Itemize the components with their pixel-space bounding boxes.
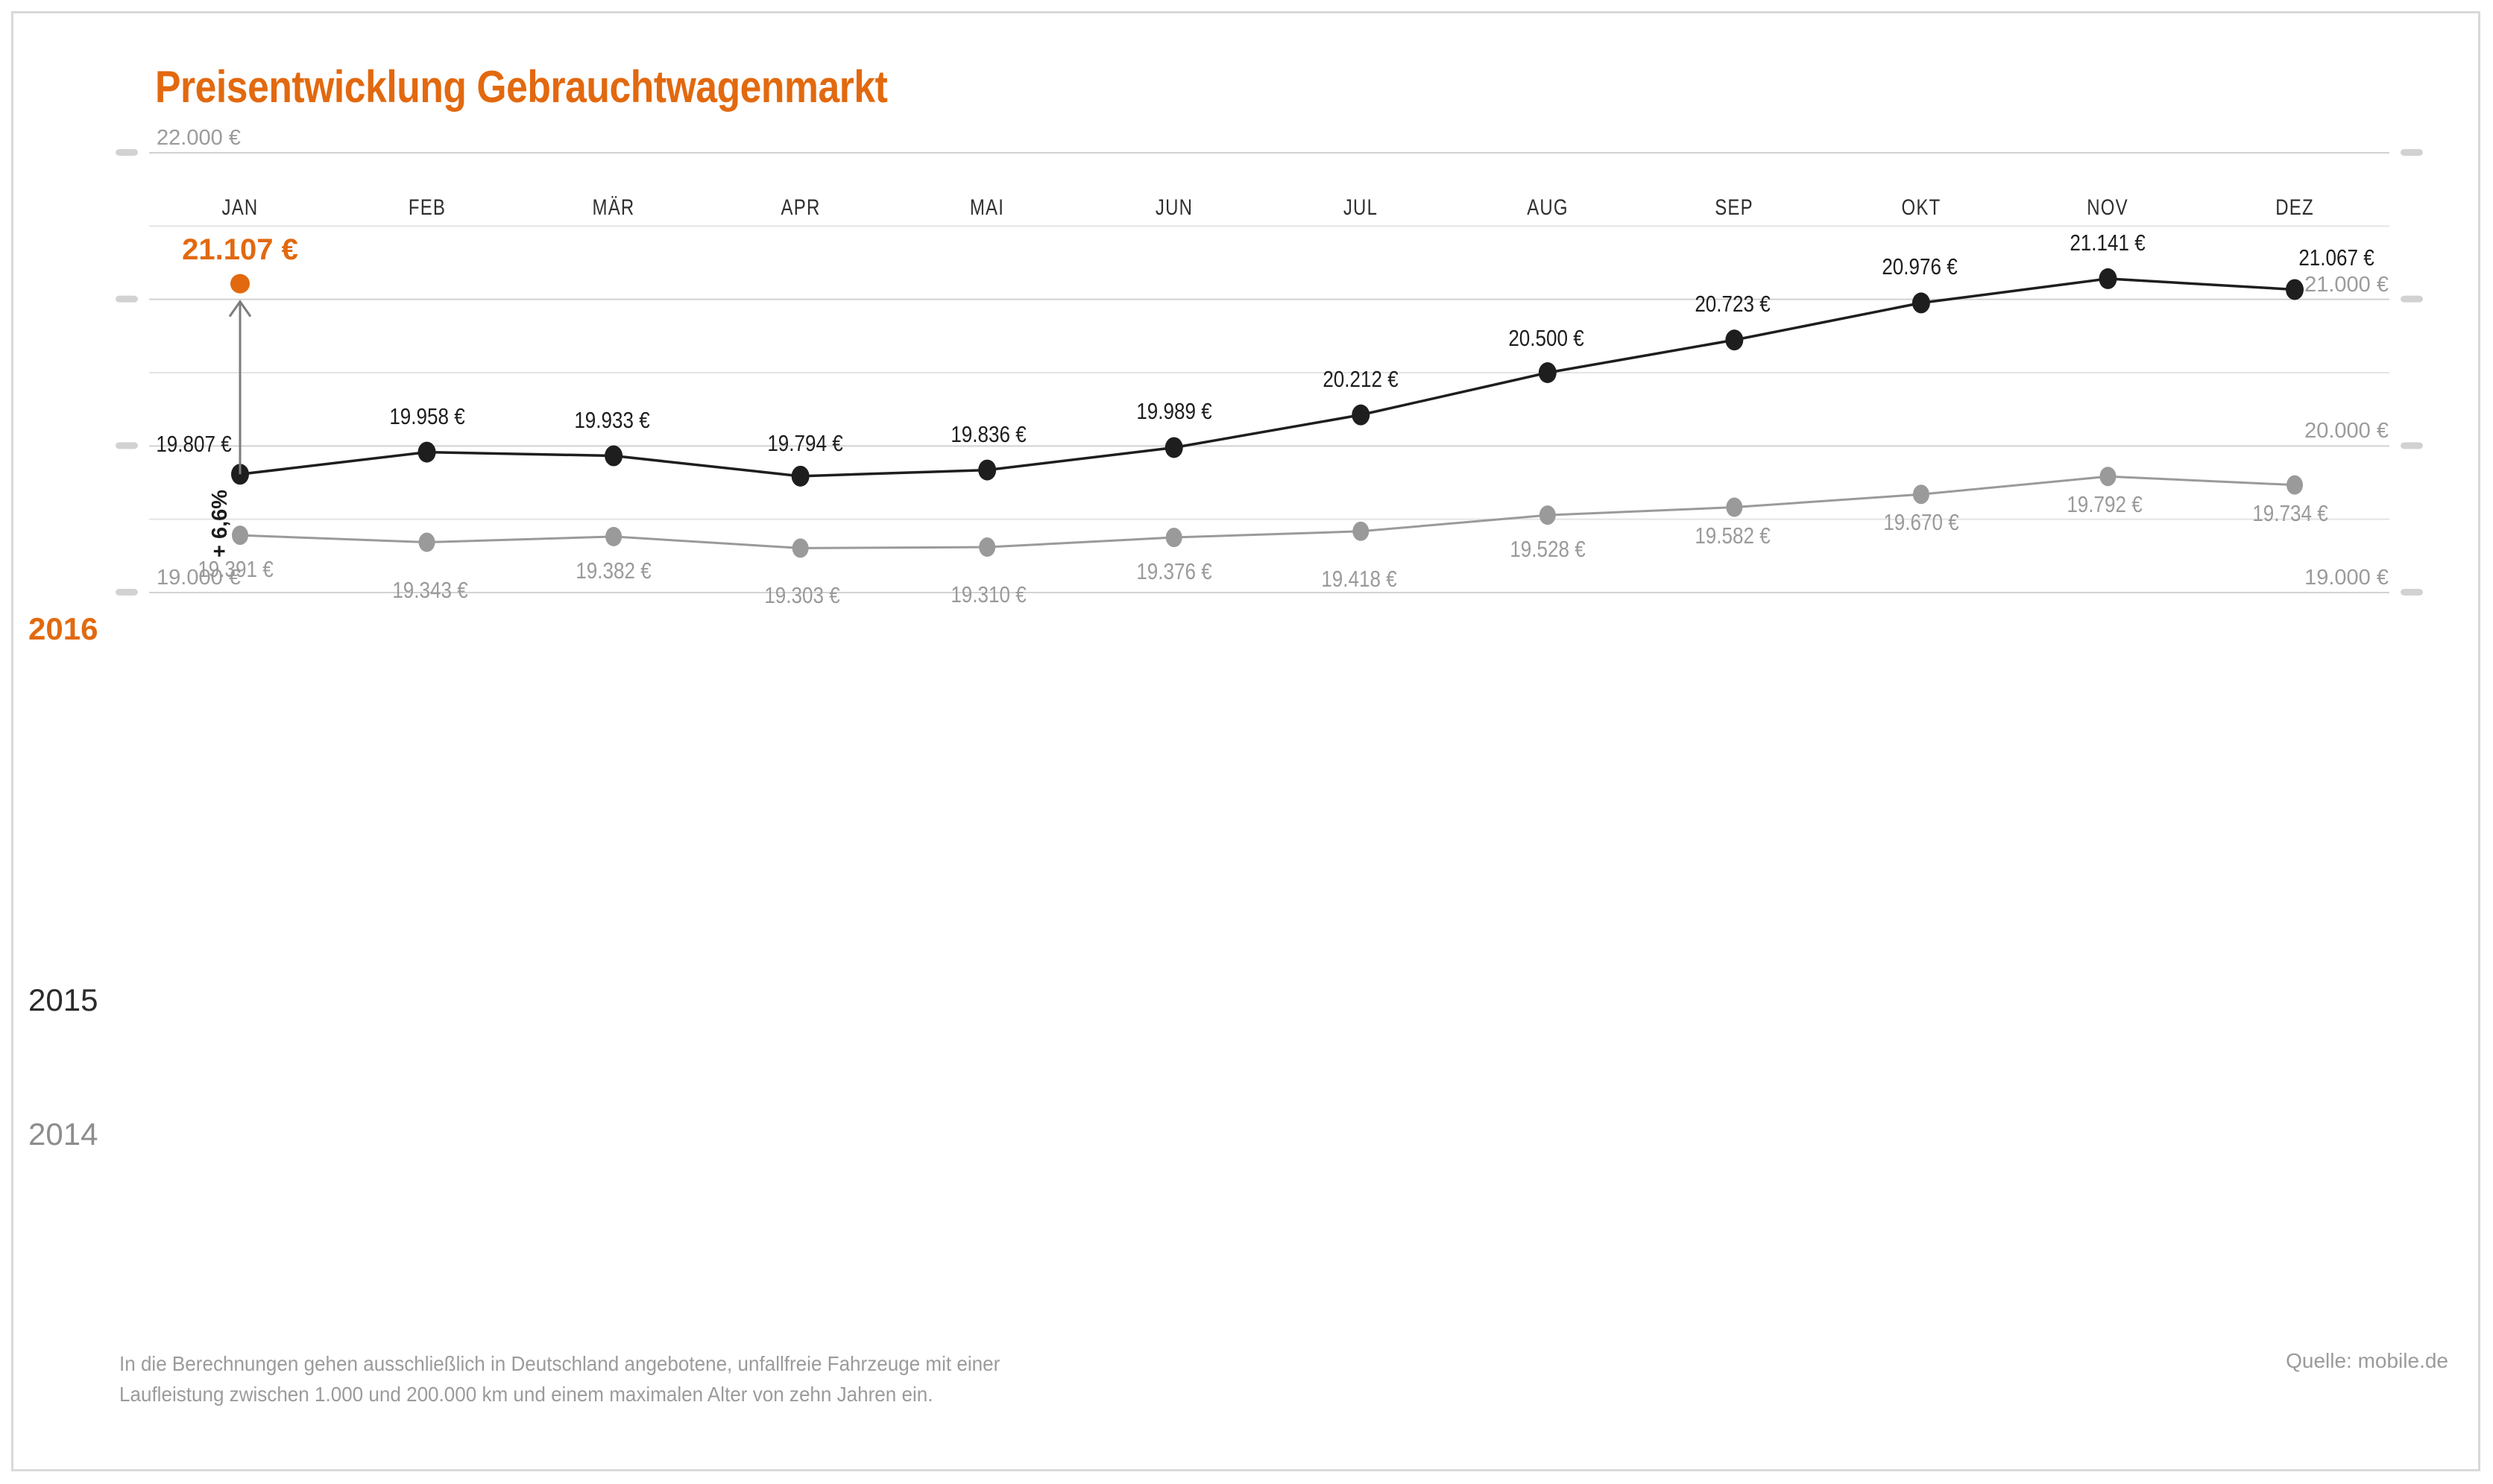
data-point-2015-mai[interactable] bbox=[978, 459, 997, 481]
source-label: Quelle: mobile.de bbox=[2286, 1349, 2448, 1372]
data-label-2014-mai: 19.310 € bbox=[951, 581, 1027, 608]
chart-frame bbox=[11, 11, 2480, 1471]
data-label-2014-dez: 19.734 € bbox=[2252, 499, 2328, 526]
delta-annotation-label: + 6,6% bbox=[208, 489, 232, 558]
data-point-2014-jun[interactable] bbox=[1165, 528, 1182, 548]
month-label-mai: MAI bbox=[970, 195, 1005, 220]
data-label-2015-jul: 20.212 € bbox=[1323, 365, 1399, 392]
data-label-2014-sep: 19.582 € bbox=[1695, 522, 1771, 549]
data-point-2015-sep[interactable] bbox=[1725, 329, 1744, 351]
data-label-2014-apr: 19.303 € bbox=[763, 582, 840, 609]
data-point-2015-feb[interactable] bbox=[417, 441, 436, 463]
data-label-2015-mai: 19.836 € bbox=[951, 420, 1027, 447]
data-point-2015-okt[interactable] bbox=[1911, 292, 1930, 314]
data-point-2015-dez[interactable] bbox=[2286, 279, 2304, 300]
axis-tick-mark bbox=[116, 589, 138, 596]
data-point-2014-nov[interactable] bbox=[2099, 467, 2117, 487]
axis-tick-mark bbox=[2401, 295, 2423, 303]
data-point-2014-mai[interactable] bbox=[979, 537, 996, 558]
month-label-aug: AUG bbox=[1527, 195, 1569, 220]
data-point-2014-dez[interactable] bbox=[2286, 475, 2303, 495]
month-label-sep: SEP bbox=[1715, 195, 1754, 220]
data-label-2015-apr: 19.794 € bbox=[766, 429, 843, 456]
growth-arrow-head bbox=[228, 300, 252, 318]
data-point-2014-okt[interactable] bbox=[1912, 484, 1929, 505]
month-label-apr: APR bbox=[781, 195, 821, 220]
legend-year-2016: 2016 bbox=[28, 611, 98, 646]
series-line-2015 bbox=[239, 277, 2295, 478]
y-axis-label-left-22000: 22.000 € bbox=[157, 126, 241, 150]
data-label-2015-dez: 21.067 € bbox=[2298, 244, 2374, 271]
axis-tick-mark bbox=[116, 442, 138, 449]
data-label-2015-jan: 19.807 € bbox=[156, 431, 232, 458]
footnote-line-2: Laufleistung zwischen 1.000 und 200.000 … bbox=[119, 1382, 933, 1406]
month-label-nov: NOV bbox=[2087, 195, 2129, 220]
data-point-2015-nov[interactable] bbox=[2099, 268, 2117, 289]
data-label-2014-jun: 19.376 € bbox=[1136, 558, 1212, 585]
y-axis-label-right-19000: 19.000 € bbox=[2304, 566, 2389, 590]
data-point-2014-jan[interactable] bbox=[232, 525, 248, 546]
chart-plot-area: JAN FEB MÄR APR MAI JUN JUL AUG SEP OKT NOV DEZ 22.0… bbox=[116, 126, 2423, 609]
month-label-okt: OKT bbox=[1901, 195, 1941, 220]
data-label-2015-mär: 19.933 € bbox=[574, 406, 650, 433]
data-point-2015-jul[interactable] bbox=[1352, 404, 1370, 426]
highlight-value-label: 21.107 € bbox=[182, 233, 298, 266]
month-label-jan: JAN bbox=[221, 195, 259, 220]
data-label-2014-nov: 19.792 € bbox=[2067, 491, 2143, 518]
y-axis-label-right-20000: 20.000 € bbox=[2304, 419, 2389, 443]
chart-svg bbox=[116, 149, 2423, 596]
data-point-2016-jan[interactable] bbox=[230, 274, 250, 294]
y-axis-label-left-19000: 19.000 € bbox=[157, 566, 241, 590]
footnote: In die Berechnungen gehen ausschließlich… bbox=[119, 1349, 1000, 1409]
footnote-line-1: In die Berechnungen gehen ausschließlich… bbox=[119, 1352, 1000, 1375]
data-label-2015-feb: 19.958 € bbox=[388, 402, 465, 429]
month-label-mär: MÄR bbox=[592, 195, 635, 220]
month-label-jul: JUL bbox=[1343, 195, 1378, 220]
data-point-2015-aug[interactable] bbox=[1538, 362, 1557, 383]
data-label-2015-okt: 20.976 € bbox=[1882, 253, 1958, 280]
series-line-2014 bbox=[239, 475, 2295, 549]
data-label-2014-aug: 19.528 € bbox=[1510, 536, 1586, 563]
data-label-2015-nov: 21.141 € bbox=[2070, 229, 2146, 256]
legend-year-2014: 2014 bbox=[28, 1117, 98, 1152]
page-title: Preisentwicklung Gebrauchtwagenmarkt bbox=[155, 62, 888, 112]
month-label-feb: FEB bbox=[408, 195, 446, 220]
data-label-2014-feb: 19.343 € bbox=[391, 576, 468, 603]
data-label-2014-okt: 19.670 € bbox=[1883, 509, 1959, 536]
data-label-2015-sep: 20.723 € bbox=[1695, 291, 1771, 318]
month-label-jun: JUN bbox=[1155, 195, 1193, 220]
data-label-2014-jul: 19.418 € bbox=[1321, 565, 1397, 592]
data-point-2014-feb[interactable] bbox=[418, 532, 435, 552]
data-point-2014-apr[interactable] bbox=[792, 538, 809, 558]
legend-year-2015: 2015 bbox=[28, 982, 98, 1017]
data-point-2015-apr[interactable] bbox=[791, 465, 810, 487]
axis-tick-mark bbox=[2401, 149, 2423, 156]
axis-tick-mark bbox=[2401, 442, 2423, 449]
data-label-2015-jun: 19.989 € bbox=[1136, 398, 1212, 425]
data-point-2014-aug[interactable] bbox=[1539, 505, 1556, 525]
data-label-2015-aug: 20.500 € bbox=[1508, 325, 1584, 351]
data-point-2014-mär[interactable] bbox=[605, 526, 623, 546]
axis-tick-mark bbox=[116, 149, 138, 156]
axis-tick-mark bbox=[2401, 589, 2423, 596]
data-label-2014-jan: 19.391 € bbox=[198, 556, 274, 583]
month-label-dez: DEZ bbox=[2275, 195, 2314, 220]
y-axis-label-right-21000: 21.000 € bbox=[2304, 272, 2389, 297]
data-point-2015-mär[interactable] bbox=[605, 445, 623, 467]
data-point-2015-jun[interactable] bbox=[1164, 437, 1183, 458]
data-point-2014-jul[interactable] bbox=[1352, 521, 1370, 541]
axis-tick-mark bbox=[116, 295, 138, 303]
data-label-2014-mär: 19.382 € bbox=[576, 557, 652, 584]
data-point-2014-sep[interactable] bbox=[1726, 497, 1743, 517]
